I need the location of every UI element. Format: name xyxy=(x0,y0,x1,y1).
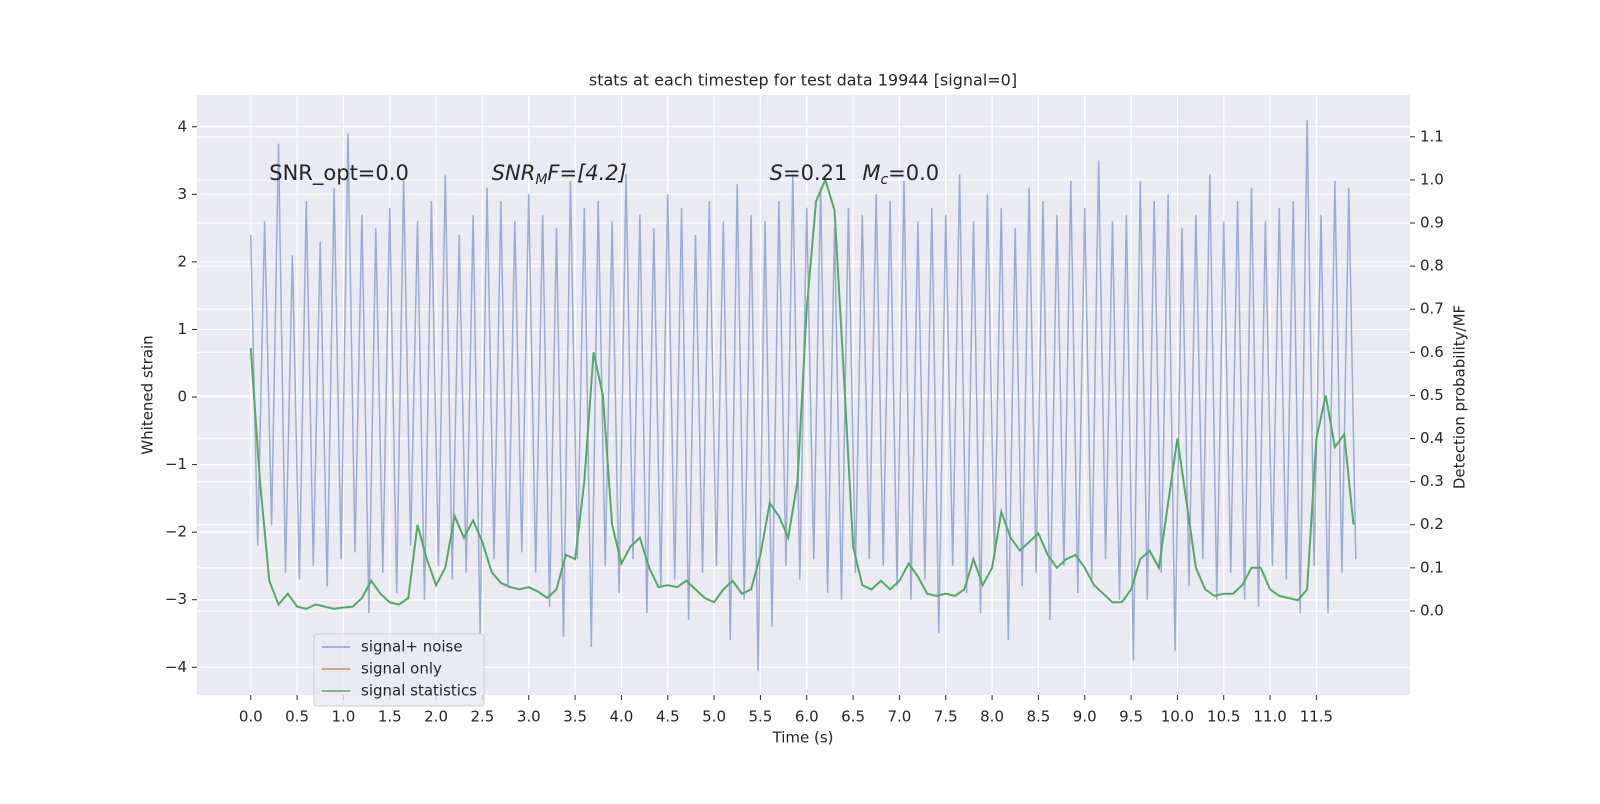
chart-title: stats at each timestep for test data 199… xyxy=(589,71,1017,90)
annotation-base: SNR xyxy=(492,161,536,185)
x-tick-label: 5.0 xyxy=(702,708,726,726)
annotation: SNR_opt=0.0 xyxy=(269,161,409,186)
y-tick-label: 2 xyxy=(177,252,187,270)
y2-tick-label: 1.1 xyxy=(1420,127,1444,145)
y2-tick-label: 0.8 xyxy=(1420,257,1444,275)
y-tick-label: −2 xyxy=(165,523,187,541)
labels: 0.0 0.5 1.0 1.5 2.0 2.5 3.0 3.5 4.0 4.5 5.0 5.5 6.0 6… xyxy=(165,117,1444,725)
annotation-rest: F=[4.2] xyxy=(547,161,626,185)
annotation-rest: =0.21 xyxy=(783,161,847,185)
y2-tick-label: 0.9 xyxy=(1420,214,1444,232)
y-tick-label: 0 xyxy=(177,388,187,406)
x-tick-label: 6.5 xyxy=(841,708,865,726)
annotation-sub: c xyxy=(880,172,888,188)
legend-label: signal+ noise xyxy=(361,638,463,656)
y-tick-label: −3 xyxy=(165,590,187,608)
legend-box xyxy=(313,633,485,707)
x-tick-label: 11.5 xyxy=(1300,708,1333,726)
x-tick-label: 4.5 xyxy=(656,708,680,726)
annotation: S=0.21 xyxy=(770,161,848,185)
x-tick-label: 7.5 xyxy=(934,708,958,726)
series-line xyxy=(249,176,1355,610)
x-tick-label: 3.0 xyxy=(517,708,541,726)
x-tick-label: 3.5 xyxy=(563,708,587,726)
annotation-base: S xyxy=(770,161,783,185)
x-tick-label: 0.0 xyxy=(239,708,263,726)
x-axis-label: Time (s) xyxy=(772,729,834,747)
annotation: Mc=0.0 xyxy=(862,161,939,188)
y2-axis-label: Detection probability/MF xyxy=(1451,305,1469,489)
x-tick-label: 1.5 xyxy=(378,708,402,726)
legend-label: signal statistics xyxy=(361,682,477,700)
x-tick-label: 10.5 xyxy=(1207,708,1240,726)
x-tick-label: 11.0 xyxy=(1253,708,1286,726)
annotation-sub: M xyxy=(535,172,547,188)
annotation-base: SNR_opt=0.0 xyxy=(269,161,409,186)
x-tick-label: 6.0 xyxy=(795,708,819,726)
y-tick-label: 1 xyxy=(177,320,187,338)
annotation-rest: =0.0 xyxy=(888,161,939,185)
annotation-base: M xyxy=(862,161,880,185)
y2-tick-label: 0.1 xyxy=(1420,558,1444,576)
y2-tick-label: 0.3 xyxy=(1420,472,1444,490)
y2-tick-label: 0.6 xyxy=(1420,343,1444,361)
marks xyxy=(249,119,1357,671)
x-tick-label: 5.5 xyxy=(748,708,772,726)
y-tick-label: −4 xyxy=(165,658,187,676)
x-tick-label: 0.5 xyxy=(285,708,309,726)
x-tick-label: 9.5 xyxy=(1119,708,1143,726)
y2-tick-label: 0.5 xyxy=(1420,386,1444,404)
x-tick-label: 2.0 xyxy=(424,708,448,726)
x-tick-label: 8.0 xyxy=(980,708,1004,726)
x-tick-label: 1.0 xyxy=(331,708,355,726)
y-tick-label: −1 xyxy=(165,455,187,473)
x-tick-label: 10.0 xyxy=(1161,708,1194,726)
y-tick-label: 4 xyxy=(177,117,187,135)
x-tick-label: 8.5 xyxy=(1026,708,1050,726)
x-tick-label: 4.0 xyxy=(609,708,633,726)
x-tick-label: 2.5 xyxy=(470,708,494,726)
y-tick-label: 3 xyxy=(177,185,187,203)
legend-label: signal only xyxy=(361,660,442,678)
x-tick-label: 9.0 xyxy=(1073,708,1097,726)
annotation: SNRMF=[4.2] xyxy=(492,161,627,188)
y-axis-label: Whitened strain xyxy=(139,335,157,454)
y2-tick-label: 1.0 xyxy=(1420,170,1444,188)
y2-tick-label: 0.7 xyxy=(1420,300,1444,318)
y2-tick-label: 0.0 xyxy=(1420,601,1444,619)
legend: signal+ noise signal only signal statistic… xyxy=(313,633,485,707)
series-line xyxy=(249,119,1357,671)
y2-tick-label: 0.2 xyxy=(1420,515,1444,533)
y2-tick-label: 0.4 xyxy=(1420,429,1444,447)
x-tick-label: 7.0 xyxy=(887,708,911,726)
